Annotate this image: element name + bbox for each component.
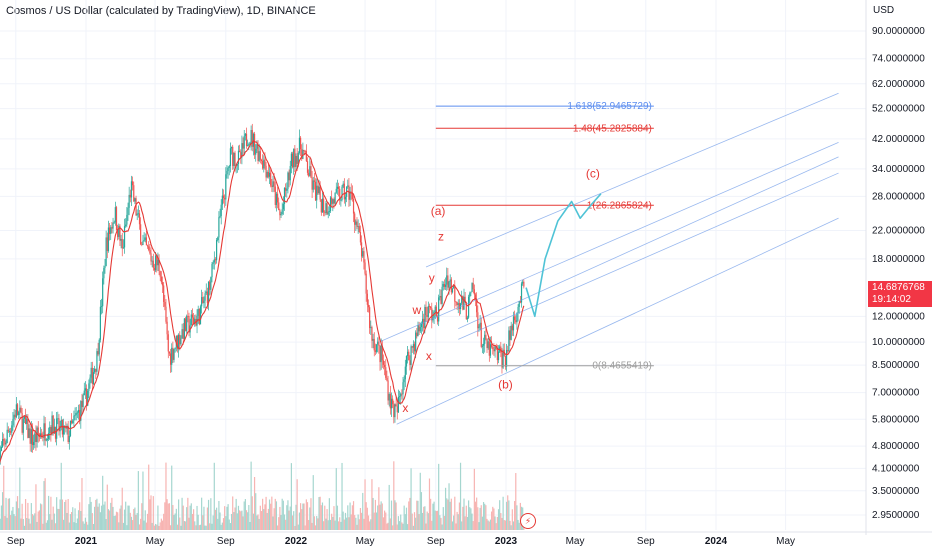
y-tick-label: 7.0000000 xyxy=(872,388,920,399)
x-tick-label: 2021 xyxy=(75,536,98,547)
y-tick-label: 5.8000000 xyxy=(872,414,920,425)
wave-label: (a) xyxy=(431,204,446,218)
fib-level-label: 0(8.4655419) xyxy=(592,361,652,372)
y-tick-label: 22.0000000 xyxy=(872,225,925,236)
projection-path xyxy=(525,193,602,318)
x-tick-label: Sep xyxy=(637,536,655,547)
y-tick-label: 74.0000000 xyxy=(872,54,925,65)
x-tick-label: May xyxy=(776,536,795,547)
y-tick-label: 4.1000000 xyxy=(872,463,920,474)
channel-line xyxy=(458,156,839,330)
y-tick-label: 8.5000000 xyxy=(872,360,920,371)
y-tick-label: 34.0000000 xyxy=(872,164,925,175)
wave-label: y xyxy=(429,271,435,285)
x-tick-label: Sep xyxy=(427,536,445,547)
y-tick-label: 90.0000000 xyxy=(872,26,925,37)
channel-line xyxy=(396,217,839,425)
wave-label: (b) xyxy=(498,378,513,392)
x-tick-label: 2024 xyxy=(705,536,728,547)
y-tick-label: 4.8000000 xyxy=(872,441,920,452)
x-tick-label: 2023 xyxy=(495,536,518,547)
x-tick-label: Sep xyxy=(7,536,25,547)
channel-line xyxy=(458,172,839,340)
y-tick-label: 52.0000000 xyxy=(872,104,925,115)
channel-line xyxy=(425,92,839,268)
wave-label: z xyxy=(438,229,444,243)
bar-countdown: 19:14:02 xyxy=(872,294,911,305)
tradingview-lightning-icon[interactable]: ⚡ xyxy=(520,513,536,529)
x-tick-label: Sep xyxy=(217,536,235,547)
y-tick-label: 3.5000000 xyxy=(872,486,920,497)
x-tick-label: May xyxy=(356,536,375,547)
chart-title: Cosmos / US Dollar (calculated by Tradin… xyxy=(6,5,316,17)
channel-line xyxy=(378,141,839,343)
wave-label: x xyxy=(402,401,408,415)
last-price-value: 14.6876768 xyxy=(872,282,925,293)
y-tick-label: 18.0000000 xyxy=(872,254,925,265)
x-tick-label: 2022 xyxy=(285,536,308,547)
wave-label: w xyxy=(411,303,421,317)
y-tick-label: 42.0000000 xyxy=(872,134,925,145)
wave-label: (c) xyxy=(586,166,600,180)
y-tick-label: 12.0000000 xyxy=(872,311,925,322)
y-tick-label: 62.0000000 xyxy=(872,79,925,90)
y-tick-label: 28.0000000 xyxy=(872,191,925,202)
last-price-tag: 14.6876768 19:14:02 xyxy=(868,281,932,307)
x-tick-label: May xyxy=(146,536,165,547)
y-axis-currency: USD xyxy=(873,5,895,16)
moving-average-line xyxy=(0,140,525,465)
wave-label: x xyxy=(426,349,432,363)
fib-level-label: 1.48(45.2825884) xyxy=(573,123,652,134)
fib-level-label: 1(26.2865824) xyxy=(587,200,652,211)
fib-level-label: 1.618(52.9465729) xyxy=(567,101,652,112)
y-tick-label: 2.9500000 xyxy=(872,510,920,521)
x-tick-label: May xyxy=(566,536,585,547)
y-tick-label: 10.0000000 xyxy=(872,337,925,348)
